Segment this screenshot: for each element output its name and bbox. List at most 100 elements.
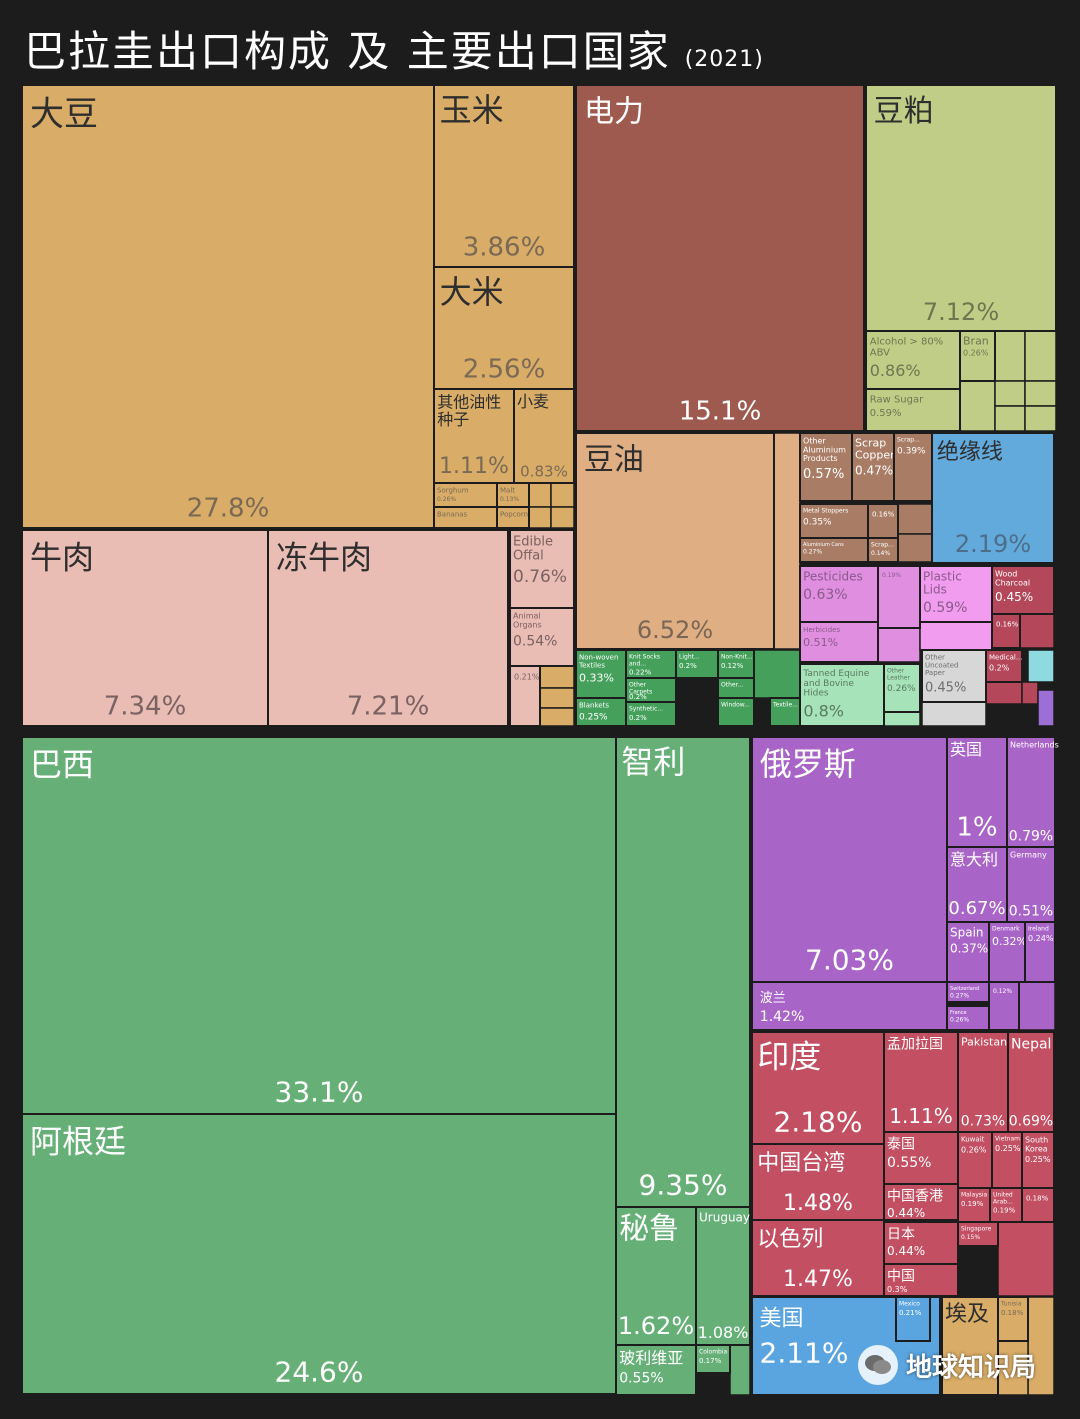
tile-value: 27.8%	[187, 493, 270, 523]
tile-value: 2.11%	[760, 1336, 849, 1369]
treemap-tile: 以色列 1.47%	[751, 1219, 885, 1297]
watermark: 地球知识局	[858, 1345, 1036, 1385]
tile-value: 3.86%	[463, 232, 546, 262]
tile-value: 0.12%	[721, 662, 744, 670]
treemap-tile: 俄罗斯 7.03%	[751, 736, 948, 983]
tile-value: 0.19%	[961, 1200, 984, 1208]
tile-value: 0.63%	[803, 587, 847, 603]
treemap-tile: 巴西 33.1%	[21, 736, 617, 1115]
tile-rect	[883, 1031, 959, 1133]
tile-label: Non-Knit...	[721, 654, 753, 661]
tile-rect	[883, 1131, 959, 1185]
tile-label: 智利	[621, 743, 685, 781]
tile-rect	[883, 1183, 959, 1221]
treemap-tile: Herbicides 0.51%	[799, 621, 879, 663]
treemap-filler-tile	[1021, 681, 1039, 705]
tile-label: Products	[803, 454, 838, 463]
tile-value: 2.18%	[774, 1105, 863, 1138]
treemap-filler-tile	[729, 1344, 751, 1396]
treemap-tile: 英国 1%	[946, 736, 1008, 848]
treemap-tile: 牛肉 7.34%	[21, 529, 269, 727]
tile-label: Korea	[1025, 1144, 1048, 1153]
treemap-tile: 0.18%	[1021, 1187, 1055, 1223]
treemap-tile: Non-Knit...0.12%	[717, 649, 755, 679]
tile-label: 小麦	[517, 392, 549, 411]
treemap-tile: Metal Stoppers 0.35%	[799, 503, 869, 539]
treemap-filler-tile	[897, 503, 933, 535]
tile-rect	[1021, 1187, 1055, 1223]
tile-value: 0.2%	[679, 662, 697, 670]
tile-rect	[883, 1221, 959, 1265]
tile-label: Paper	[925, 669, 945, 677]
tile-label: Alcohol > 80%	[870, 336, 943, 347]
tile-value: 0.51%	[803, 636, 838, 649]
treemap-tile: Spain 0.37%	[946, 921, 990, 983]
tile-label: 大豆	[30, 94, 98, 134]
treemap-tile: 印度 2.18%	[751, 1031, 885, 1145]
tile-rect	[21, 84, 435, 529]
treemap-tile: 0.21%	[509, 665, 541, 727]
tile-value: 7.21%	[347, 691, 430, 721]
treemap-filler-tile	[539, 687, 575, 709]
tile-value: 0.47%	[855, 464, 893, 478]
tile-value: 0.18%	[1001, 1309, 1024, 1317]
tile-rect	[959, 330, 996, 382]
treemap-filler-tile	[550, 506, 575, 529]
tile-rect	[575, 697, 627, 727]
tile-label: Malt	[500, 487, 515, 495]
tile-label: Charcoal	[995, 578, 1030, 587]
tile-label: Other	[803, 437, 826, 446]
tile-label: Blankets	[579, 702, 609, 710]
tile-label: 玉米	[440, 91, 504, 129]
tile-label: Carpets	[629, 688, 652, 695]
treemap-tile: Bran 0.26%	[959, 330, 996, 382]
title-year: (2021)	[684, 47, 764, 72]
treemap-tile: Textile...	[769, 697, 801, 727]
tile-value: 0.26%	[961, 1145, 987, 1154]
treemap-tile: 泰国 0.55%	[883, 1131, 959, 1185]
tile-rect	[1006, 846, 1056, 923]
tile-rect	[931, 432, 1055, 564]
treemap-tile: Bananas	[433, 506, 498, 529]
treemap-tile: Nepal 0.69%	[1007, 1031, 1055, 1133]
tile-value: 0.21%	[899, 1309, 922, 1317]
tile-rect	[851, 432, 895, 502]
treemap-tile: Scrap...0.14%	[867, 537, 899, 563]
tile-label: 中国台湾	[757, 1151, 845, 1176]
tile-label: Scrap	[855, 436, 886, 449]
tile-label: 豆粕	[874, 94, 934, 129]
tile-rect	[957, 1131, 993, 1189]
tile-value: 0.57%	[803, 467, 844, 482]
tile-label: 玻利维亚	[619, 1348, 683, 1367]
tile-label: Animal	[513, 612, 541, 621]
treemap-filler-tile	[985, 681, 1023, 705]
tile-value: 0.26%	[963, 349, 989, 358]
tile-label: ABV	[870, 347, 890, 358]
tile-label: Pakistan	[961, 1035, 1007, 1048]
chart-title: 巴拉圭出口构成 及 主要出口国家 (2021)	[24, 18, 764, 79]
tile-rect	[991, 613, 1021, 649]
tile-rect	[496, 506, 530, 529]
tile-value: 0.59%	[923, 600, 967, 616]
tile-value: 1.62%	[618, 1312, 694, 1340]
tile-label: Knit Socks	[629, 654, 660, 661]
tile-value: 0.55%	[619, 1371, 663, 1387]
treemap-filler-tile	[528, 482, 552, 508]
tile-value: 7.34%	[104, 691, 187, 721]
tile-label: Popcorn	[500, 511, 528, 519]
tile-rect	[988, 981, 1020, 1031]
treemap-tile: Denmark 0.32%	[988, 921, 1027, 983]
tile-label: Offal	[513, 549, 544, 564]
tile-label: Scrap...	[871, 542, 894, 549]
tile-label: Other	[887, 668, 905, 675]
tile-value: 0.39%	[897, 446, 926, 456]
tile-label: 英国	[950, 740, 982, 759]
tile-value: 33.1%	[275, 1075, 364, 1108]
